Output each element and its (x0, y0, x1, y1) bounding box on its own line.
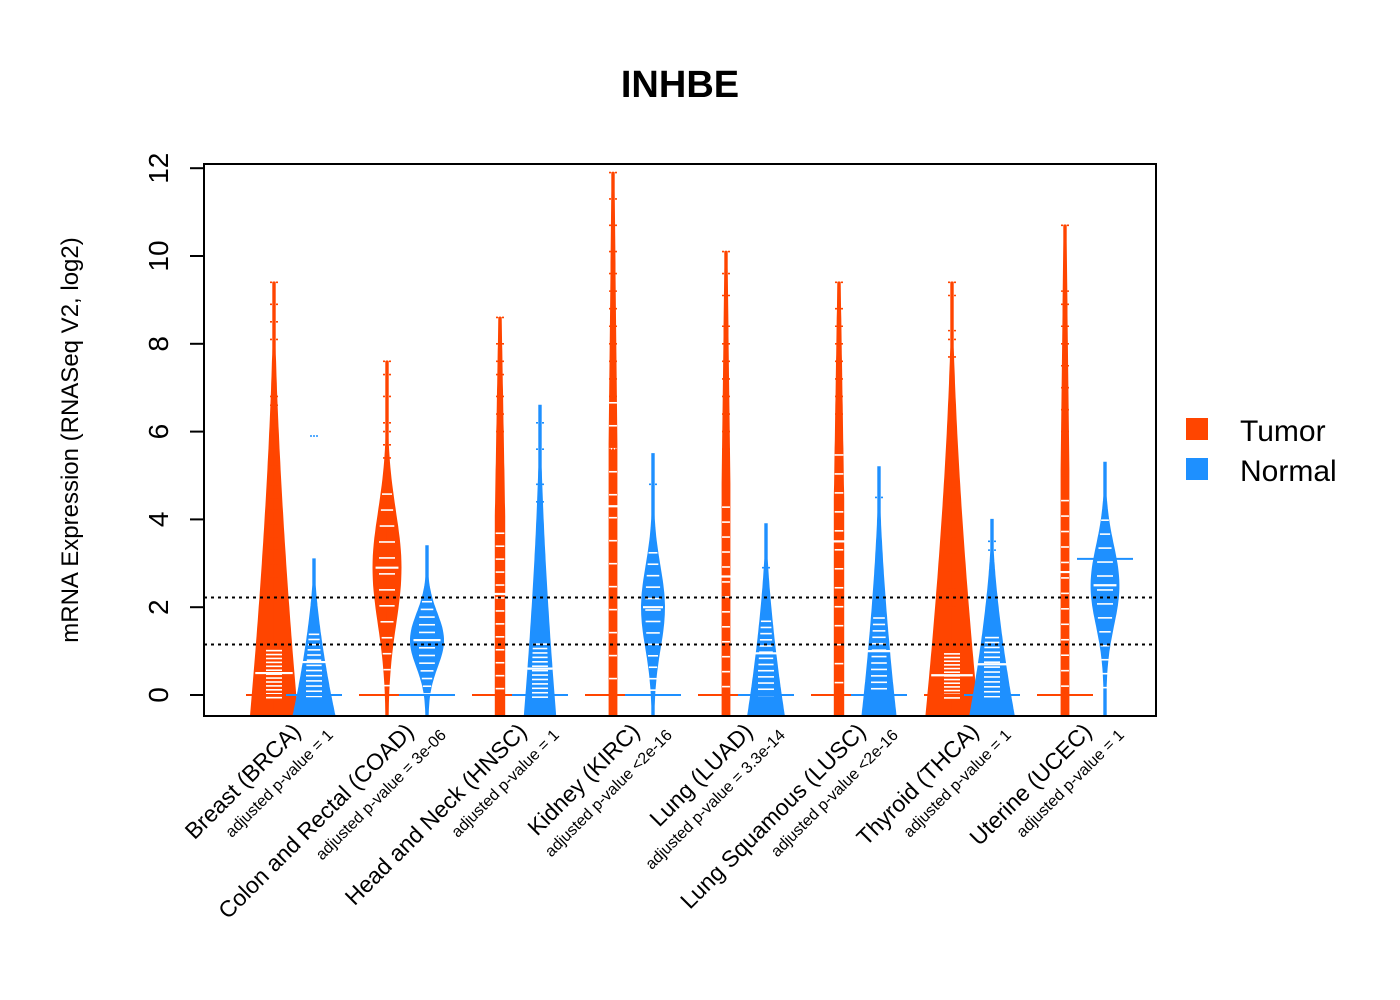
legend-swatch-normal (1186, 458, 1208, 480)
plot-layer (204, 171, 1156, 716)
y-axis-label: mRNA Expression (RNASeq V2, log2) (57, 237, 84, 643)
plot-content (246, 171, 1133, 716)
y-tick-label-6: 12 (143, 153, 174, 184)
y-tick-label-1: 2 (143, 599, 174, 615)
legend-swatch-tumor (1186, 418, 1208, 440)
legend: Tumor Normal (1186, 415, 1337, 488)
plot-frame (203, 163, 1157, 717)
y-tick-label-4: 8 (143, 336, 174, 352)
legend-label-normal: Normal (1240, 455, 1337, 488)
y-tick-label-3: 6 (143, 424, 174, 440)
y-tick-label-0: 0 (143, 687, 174, 703)
legend-label-tumor: Tumor (1240, 415, 1326, 448)
y-tick-label-2: 4 (143, 512, 174, 528)
y-tick-label-5: 10 (143, 240, 174, 271)
chart-title: INHBE (621, 64, 739, 106)
